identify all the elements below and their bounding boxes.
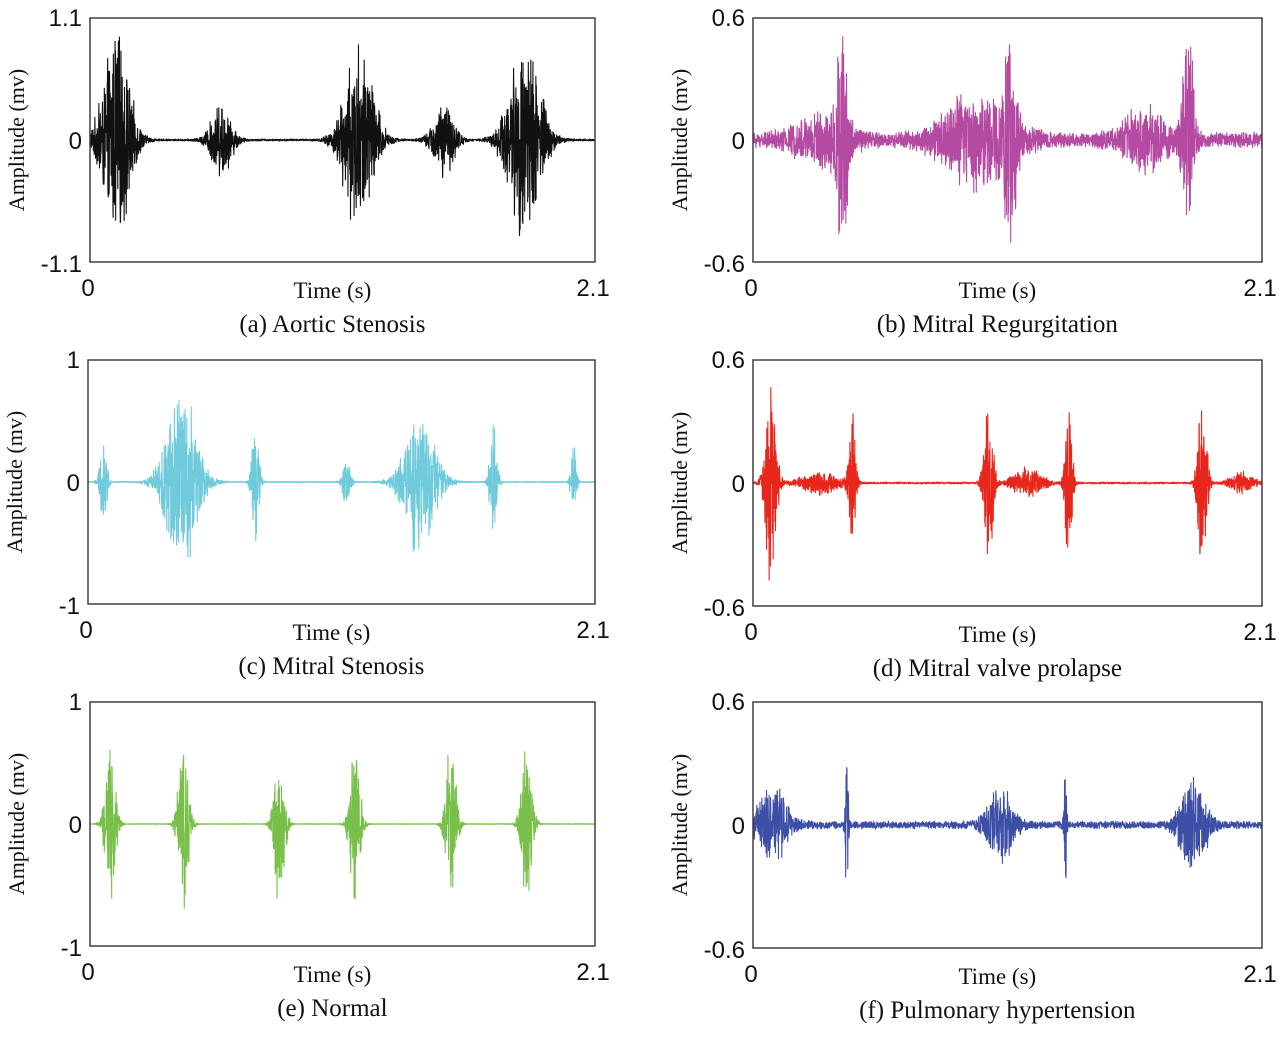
signal-trace-e [89,749,596,909]
y-axis-label-f: Amplitude (mv) [667,754,692,896]
panel-caption-b: (b) Mitral Regurgitation [877,311,1119,338]
ytick-label-a-1: 0 [69,128,82,155]
panel-caption-c: (c) Mitral Stenosis [238,653,424,680]
y-axis-label-d: Amplitude (mv) [667,412,692,554]
axes-frame-d [752,359,1263,607]
panel-caption-f: (f) Pulmonary hypertension [859,997,1136,1024]
xtick-label-b-0: 0 [744,275,757,302]
xtick-label-b-1: 2.1 [1243,275,1276,302]
x-axis-label-d: Time (s) [958,622,1036,647]
ytick-label-c-2: -1 [59,593,80,620]
axes-frame-b [752,17,1263,263]
xtick-label-d-0: 0 [744,619,757,646]
x-axis-label-c: Time (s) [292,620,370,645]
xtick-label-e-0: 0 [81,959,94,986]
xtick-label-e-1: 2.1 [576,959,609,986]
xtick-label-c-1: 2.1 [576,617,609,644]
signal-trace-f [752,766,1263,879]
panel-caption-e: (e) Normal [277,995,387,1022]
axes-frame-a [89,17,596,263]
x-axis-label-b: Time (s) [958,278,1036,303]
axes-frame-e [89,701,596,947]
axes-frame-f [752,701,1263,949]
ytick-label-b-2: -0.6 [704,251,745,278]
panel-caption-d: (d) Mitral valve prolapse [873,655,1122,682]
xtick-label-f-1: 2.1 [1243,961,1276,988]
ytick-label-a-2: -1.1 [41,251,82,278]
x-axis-label-a: Time (s) [294,278,372,303]
xtick-label-a-0: 0 [81,275,94,302]
signal-trace-d [752,387,1263,581]
y-axis-label-c: Amplitude (mv) [2,411,27,553]
ytick-label-d-2: -0.6 [704,595,745,622]
ytick-label-a-0: 1.1 [49,5,82,32]
ytick-label-f-0: 0.6 [712,689,745,716]
signal-trace-a [89,36,596,237]
x-axis-label-f: Time (s) [958,964,1036,989]
ytick-label-d-0: 0.6 [712,347,745,374]
xtick-label-c-0: 0 [79,617,92,644]
signal-trace-b [752,36,1263,243]
ytick-label-c-0: 1 [67,347,80,374]
xtick-label-d-1: 2.1 [1243,619,1276,646]
ytick-label-e-2: -1 [61,935,82,962]
ytick-label-e-0: 1 [69,689,82,716]
ytick-label-c-1: 0 [67,470,80,497]
xtick-label-f-0: 0 [744,961,757,988]
x-axis-label-e: Time (s) [294,962,372,987]
axes-frame-c [87,359,596,605]
xtick-label-a-1: 2.1 [576,275,609,302]
ytick-label-f-2: -0.6 [704,937,745,964]
ytick-label-f-1: 0 [732,813,745,840]
panel-caption-a: (a) Aortic Stenosis [239,311,425,338]
signal-trace-c [87,400,596,558]
y-axis-label-a: Amplitude (mv) [4,69,29,211]
ytick-label-b-1: 0 [732,128,745,155]
ytick-label-d-1: 0 [732,471,745,498]
ytick-label-b-0: 0.6 [712,5,745,32]
y-axis-label-e: Amplitude (mv) [4,753,29,895]
ytick-label-e-1: 0 [69,812,82,839]
y-axis-label-b: Amplitude (mv) [667,69,692,211]
